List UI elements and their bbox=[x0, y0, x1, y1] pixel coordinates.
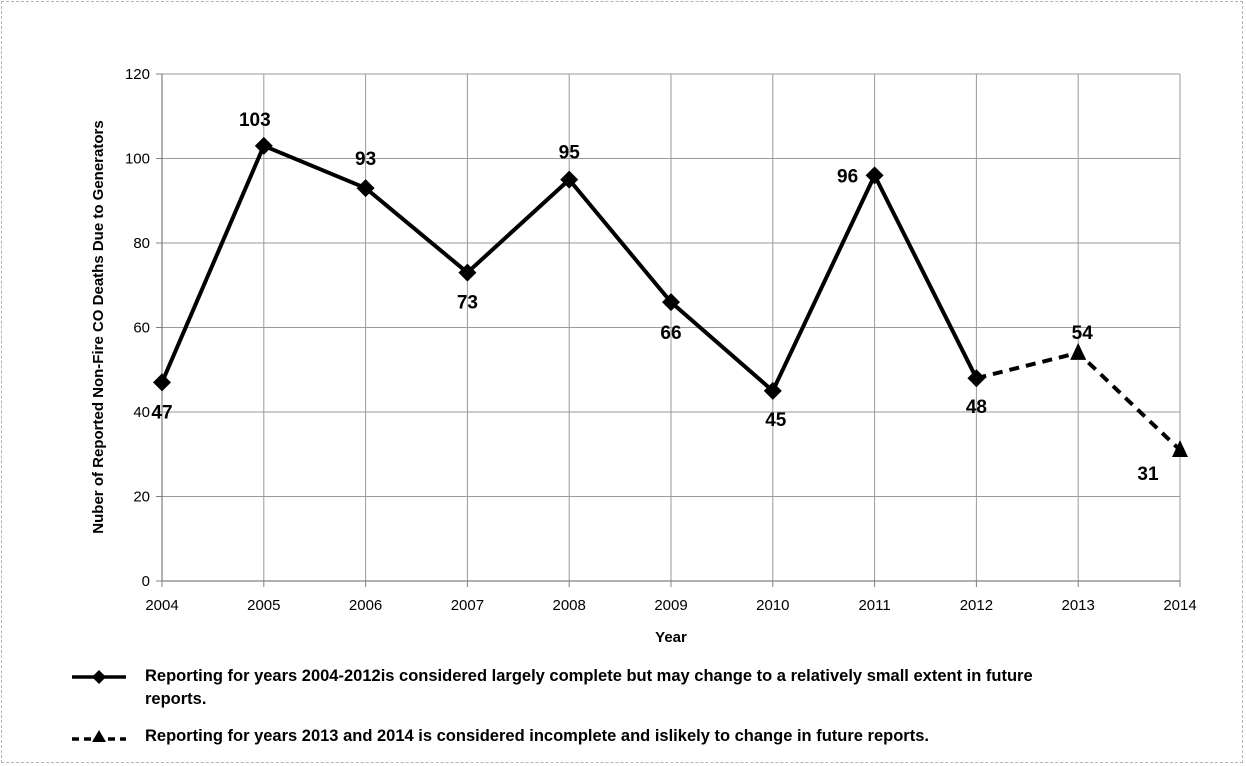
x-tick-label: 2009 bbox=[654, 597, 687, 614]
x-tick-label: 2007 bbox=[451, 597, 484, 614]
x-tick-label: 2008 bbox=[553, 597, 586, 614]
y-tick-label: 20 bbox=[133, 489, 150, 506]
y-tick-label: 120 bbox=[125, 66, 150, 83]
data-label: 103 bbox=[239, 110, 271, 131]
data-label: 73 bbox=[457, 293, 478, 314]
data-label: 48 bbox=[966, 397, 987, 418]
y-tick-label: 0 bbox=[142, 573, 150, 590]
y-tick-labels: 0 20 40 60 80 100 120 bbox=[125, 66, 150, 590]
data-point-diamond bbox=[356, 179, 375, 198]
data-point-diamond bbox=[560, 170, 579, 189]
x-tick-label: 2010 bbox=[756, 597, 789, 614]
x-tick-labels: 2004 2005 2006 2007 2008 2009 2010 2011 2012 2013… bbox=[145, 597, 1196, 614]
x-tick-label: 2014 bbox=[1163, 597, 1196, 614]
data-point-triangle bbox=[1172, 440, 1188, 458]
data-point-diamond bbox=[254, 136, 273, 155]
legend-label-solid: Reporting for years 2004-2012is consider… bbox=[145, 667, 1033, 708]
data-point-diamond bbox=[458, 263, 477, 282]
x-tick-label: 2011 bbox=[858, 597, 890, 614]
line-chart: 0 20 40 60 80 100 120 2004 2005 2006 2007 2008 2009… bbox=[90, 66, 1197, 646]
y-tick-label: 60 bbox=[133, 320, 150, 337]
data-label: 54 bbox=[1072, 323, 1094, 344]
data-point-diamond bbox=[865, 166, 884, 185]
data-point-diamond bbox=[763, 381, 782, 400]
data-label: 95 bbox=[559, 143, 581, 164]
x-axis-title: Year bbox=[655, 629, 687, 646]
legend-label-dashed: Reporting for years 2013 and 2014 is con… bbox=[145, 727, 929, 745]
x-tick-label: 2004 bbox=[145, 597, 178, 614]
legend-key-solid-diamond bbox=[72, 670, 126, 684]
x-tick-label: 2005 bbox=[247, 597, 280, 614]
y-tick-label: 40 bbox=[133, 404, 150, 421]
grid-lines bbox=[162, 73, 1181, 581]
data-label: 45 bbox=[765, 410, 787, 431]
y-axis-title: Nuber of Reported Non-Fire CO Deaths Due… bbox=[90, 120, 107, 533]
data-point-triangle bbox=[1070, 342, 1087, 360]
data-label: 93 bbox=[355, 149, 376, 170]
data-label: 96 bbox=[837, 166, 858, 187]
x-tick-label: 2012 bbox=[960, 597, 993, 614]
data-labels: 47 103 93 73 95 66 45 96 48 54 31 bbox=[151, 110, 1159, 485]
data-point-diamond bbox=[967, 369, 986, 388]
legend-key-dashed-triangle bbox=[72, 730, 126, 742]
axes bbox=[156, 73, 1181, 587]
series-markers bbox=[153, 136, 1188, 458]
data-label: 66 bbox=[660, 323, 681, 344]
x-tick-label: 2013 bbox=[1062, 597, 1095, 614]
y-tick-label: 80 bbox=[133, 235, 150, 252]
data-point-diamond bbox=[153, 373, 171, 392]
data-label: 47 bbox=[151, 402, 172, 423]
data-point-diamond bbox=[662, 293, 680, 312]
data-label: 31 bbox=[1137, 464, 1159, 485]
x-tick-label: 2006 bbox=[349, 597, 382, 614]
y-tick-label: 100 bbox=[125, 151, 150, 168]
